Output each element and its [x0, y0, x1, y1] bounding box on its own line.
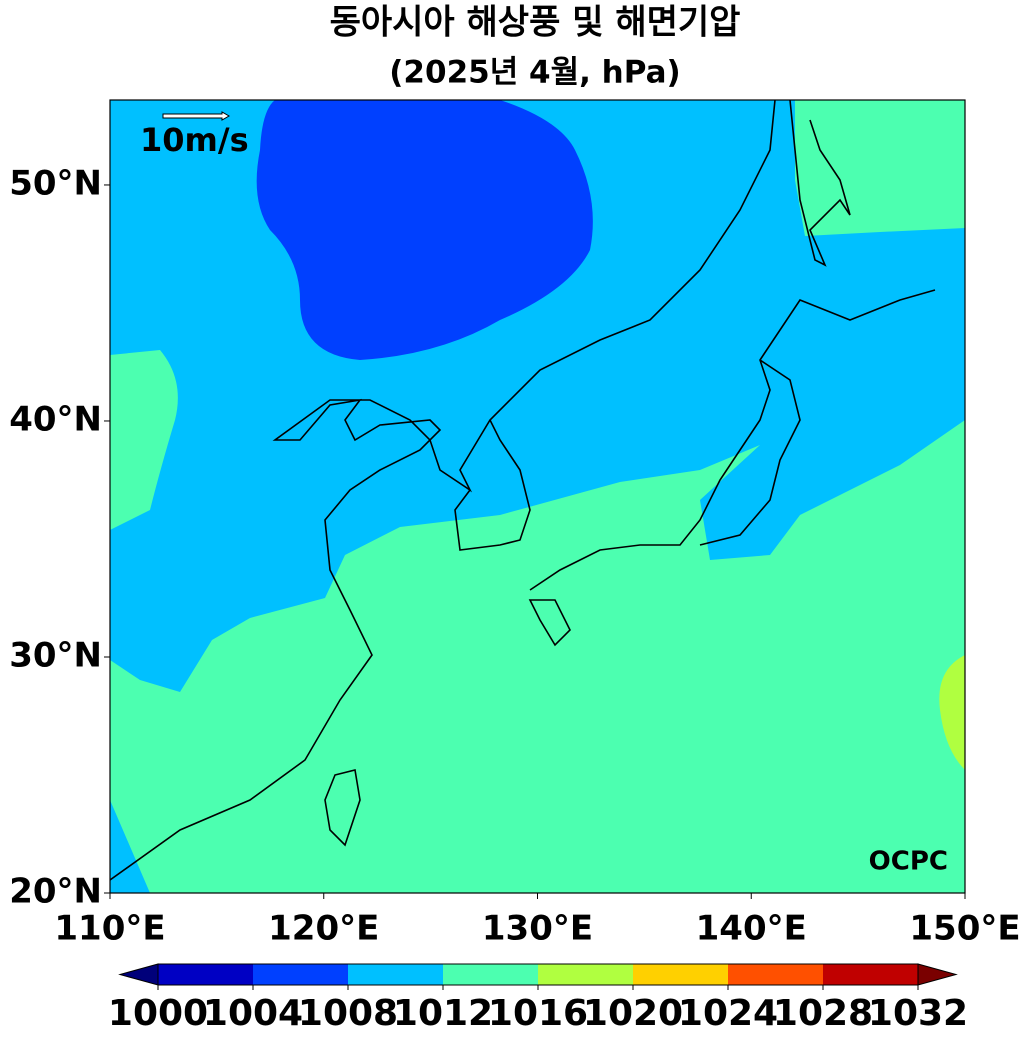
pressure-region	[110, 350, 178, 530]
map-field	[110, 100, 965, 893]
colorbar-tick-label: 1020	[583, 993, 683, 1034]
y-tick-label: 40°N	[9, 399, 102, 439]
colorbar-tick-label: 1028	[773, 993, 873, 1034]
x-tick-label: 130°E	[482, 909, 593, 949]
colorbar-under	[118, 963, 159, 986]
y-tick-label: 50°N	[9, 163, 102, 203]
colorbar-segment	[158, 964, 253, 985]
colorbar-segment	[443, 964, 538, 985]
reference-arrow	[162, 111, 231, 121]
colorbar-segment	[728, 964, 823, 985]
colorbar-over	[917, 963, 958, 986]
x-tick-label: 140°E	[696, 909, 807, 949]
pressure-region	[256, 100, 593, 360]
colorbar-tick-label: 1024	[678, 993, 778, 1034]
x-tick-label: 120°E	[268, 909, 379, 949]
colorbar-segment	[823, 964, 918, 985]
colorbar-tick-label: 1032	[868, 993, 968, 1034]
subtitle: (2025년 4월, hPa)	[389, 55, 680, 91]
colorbar-tick-label: 1016	[488, 993, 588, 1034]
pressure-region	[939, 655, 965, 770]
coastline	[110, 100, 936, 881]
colorbar-segment	[633, 964, 728, 985]
colorbar-segment	[348, 964, 443, 985]
x-tick-label: 110°E	[54, 909, 165, 949]
y-tick-label: 20°N	[9, 872, 102, 912]
pressure-region	[795, 100, 965, 236]
logo: OCPC	[869, 847, 948, 877]
colorbar-tick-label: 1008	[298, 993, 398, 1034]
colorbar-segment	[253, 964, 348, 985]
colorbar-segment	[538, 964, 633, 985]
reference-vector-label: 10m/s	[140, 121, 249, 159]
title: 동아시아 해상풍 및 해면기압	[330, 3, 741, 43]
y-tick-label: 30°N	[9, 635, 102, 675]
colorbar-tick-label: 1004	[203, 993, 303, 1034]
pressure-region	[110, 420, 965, 893]
colorbar-tick-label: 1000	[108, 993, 208, 1034]
x-tick-label: 150°E	[909, 909, 1020, 949]
colorbar-tick-label: 1012	[393, 993, 493, 1034]
